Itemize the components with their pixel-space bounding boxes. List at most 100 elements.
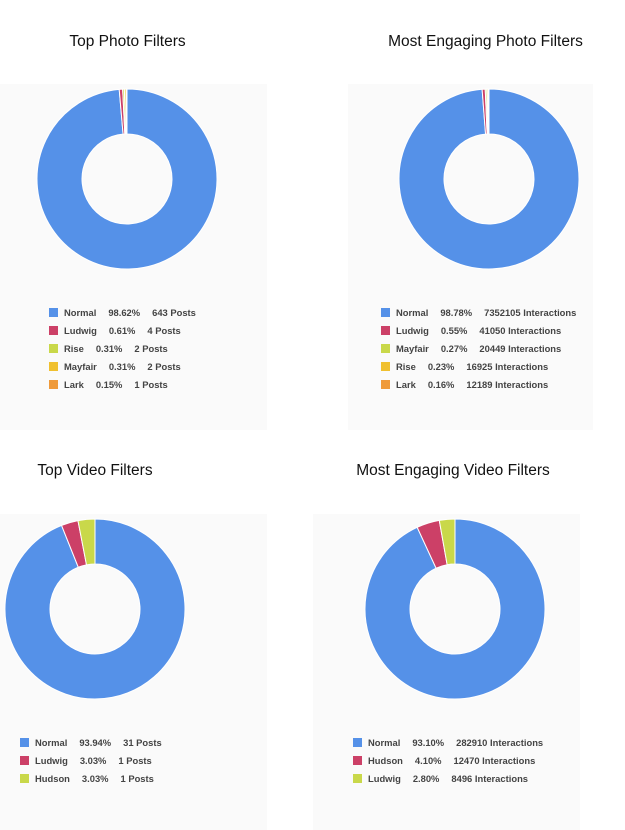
donut-slice-lark: [487, 88, 490, 135]
legend-swatch: [381, 343, 390, 353]
legend-percent: 0.15%: [95, 378, 123, 390]
legend-count: 1 Posts: [120, 772, 154, 784]
chart-title: Most Engaging Video Filters: [356, 462, 550, 479]
legend-percent: 0.31%: [95, 342, 123, 354]
chart-title: Most Engaging Photo Filters: [388, 33, 583, 50]
legend-item-ludwig[interactable]: Ludwig 0.61% 4 Posts: [49, 322, 196, 340]
legend-swatch: [49, 326, 58, 336]
chart-panel-most-engaging-video-filters: Most Engaging Video Filters Normal 93.10%…: [313, 430, 625, 830]
legend-label: Normal: [396, 307, 429, 319]
legend-swatch: [20, 756, 29, 766]
legend-percent: 0.61%: [108, 325, 136, 337]
chart-legend: Normal 98.78% 7352105 Interactions Ludwig 0.…: [381, 304, 576, 393]
legend-swatch: [49, 361, 58, 371]
legend-label: Normal: [368, 737, 401, 749]
legend-label: Normal: [64, 307, 97, 319]
legend-item-normal[interactable]: Normal 93.10% 282910 Interactions: [353, 734, 543, 752]
legend-percent: 3.03%: [79, 755, 107, 767]
legend-count: 643 Posts: [152, 307, 196, 319]
legend-swatch: [381, 326, 390, 336]
legend-label: Ludwig: [35, 755, 68, 767]
chart-legend: Normal 93.10% 282910 Interactions Hudson 4.1…: [353, 734, 543, 787]
legend-item-lark[interactable]: Lark 0.16% 12189 Interactions: [381, 375, 576, 393]
legend-percent: 98.78%: [440, 307, 473, 319]
legend-item-normal[interactable]: Normal 98.78% 7352105 Interactions: [381, 304, 576, 322]
legend-percent: 0.27%: [440, 342, 468, 354]
legend-item-hudson[interactable]: Hudson 4.10% 12470 Interactions: [353, 752, 543, 770]
legend-count: 8496 Interactions: [451, 772, 529, 784]
legend-swatch: [381, 379, 390, 389]
donut-chart: [4, 518, 186, 700]
donut-slice-normal: [364, 518, 546, 700]
legend-label: Ludwig: [64, 325, 97, 337]
legend-percent: 4.10%: [414, 755, 442, 767]
legend-count: 31 Posts: [123, 737, 162, 749]
legend-item-normal[interactable]: Normal 98.62% 643 Posts: [49, 304, 196, 322]
legend-item-ludwig[interactable]: Ludwig 3.03% 1 Posts: [20, 752, 162, 770]
legend-count: 7352105 Interactions: [484, 307, 577, 319]
chart-panel-top-photo-filters: Top Photo Filters Normal 98.62% 643 Posts L…: [0, 0, 312, 430]
legend-item-normal[interactable]: Normal 93.94% 31 Posts: [20, 734, 162, 752]
chart-title: Top Photo Filters: [69, 33, 186, 50]
legend-percent: 98.62%: [108, 307, 141, 319]
legend-percent: 0.55%: [440, 325, 468, 337]
legend-swatch: [381, 361, 390, 371]
donut-chart: [364, 518, 546, 700]
legend-swatch: [20, 773, 29, 783]
legend-percent: 0.23%: [427, 360, 455, 372]
donut-slice-hudson: [77, 518, 96, 566]
legend-count: 1 Posts: [118, 755, 152, 767]
legend-count: 282910 Interactions: [456, 737, 544, 749]
legend-percent: 0.31%: [108, 360, 136, 372]
legend-count: 41050 Interactions: [479, 325, 562, 337]
legend-count: 2 Posts: [147, 360, 181, 372]
legend-item-rise[interactable]: Rise 0.31% 2 Posts: [49, 340, 196, 358]
legend-item-mayfair[interactable]: Mayfair 0.27% 20449 Interactions: [381, 340, 576, 358]
legend-percent: 93.94%: [79, 737, 112, 749]
legend-item-ludwig[interactable]: Ludwig 2.80% 8496 Interactions: [353, 770, 543, 788]
legend-label: Rise: [396, 360, 416, 372]
legend-label: Hudson: [35, 772, 70, 784]
legend-label: Mayfair: [64, 360, 97, 372]
legend-percent: 0.16%: [427, 378, 455, 390]
chart-legend: Normal 98.62% 643 Posts Ludwig 0.61% 4 Posts R…: [49, 304, 196, 393]
legend-swatch: [49, 343, 58, 353]
chart-title: Top Video Filters: [37, 462, 153, 479]
donut-slice-ludwig: [438, 518, 456, 566]
chart-panel-most-engaging-photo-filters: Most Engaging Photo Filters Normal 98.78%…: [313, 0, 625, 430]
legend-label: Hudson: [368, 755, 403, 767]
legend-item-lark[interactable]: Lark 0.15% 1 Posts: [49, 375, 196, 393]
legend-item-ludwig[interactable]: Ludwig 0.55% 41050 Interactions: [381, 322, 576, 340]
legend-label: Lark: [396, 378, 416, 390]
chart-panel-top-video-filters: Top Video Filters Normal 93.94% 31 Posts Lu…: [0, 430, 312, 830]
legend-count: 1 Posts: [134, 378, 168, 390]
legend-count: 12189 Interactions: [466, 378, 549, 390]
donut-slice-normal: [398, 88, 580, 270]
legend-count: 16925 Interactions: [466, 360, 549, 372]
legend-label: Mayfair: [396, 342, 429, 354]
legend-swatch: [353, 738, 362, 748]
legend-count: 12470 Interactions: [453, 755, 536, 767]
legend-label: Lark: [64, 378, 84, 390]
legend-item-mayfair[interactable]: Mayfair 0.31% 2 Posts: [49, 357, 196, 375]
legend-swatch: [20, 738, 29, 748]
legend-swatch: [353, 756, 362, 766]
legend-count: 2 Posts: [134, 342, 168, 354]
legend-label: Ludwig: [368, 772, 401, 784]
legend-swatch: [353, 773, 362, 783]
legend-swatch: [381, 308, 390, 318]
legend-count: 20449 Interactions: [479, 342, 562, 354]
legend-swatch: [49, 379, 58, 389]
legend-item-rise[interactable]: Rise 0.23% 16925 Interactions: [381, 357, 576, 375]
donut-slice-normal: [4, 518, 186, 700]
donut-chart: [398, 88, 580, 270]
legend-percent: 2.80%: [412, 772, 440, 784]
legend-percent: 3.03%: [81, 772, 109, 784]
legend-count: 4 Posts: [147, 325, 181, 337]
legend-label: Normal: [35, 737, 68, 749]
donut-slice-normal: [36, 88, 218, 270]
donut-slice-lark: [125, 88, 128, 135]
legend-percent: 93.10%: [412, 737, 445, 749]
chart-legend: Normal 93.94% 31 Posts Ludwig 3.03% 1 Posts Hu…: [20, 734, 162, 787]
legend-item-hudson[interactable]: Hudson 3.03% 1 Posts: [20, 770, 162, 788]
